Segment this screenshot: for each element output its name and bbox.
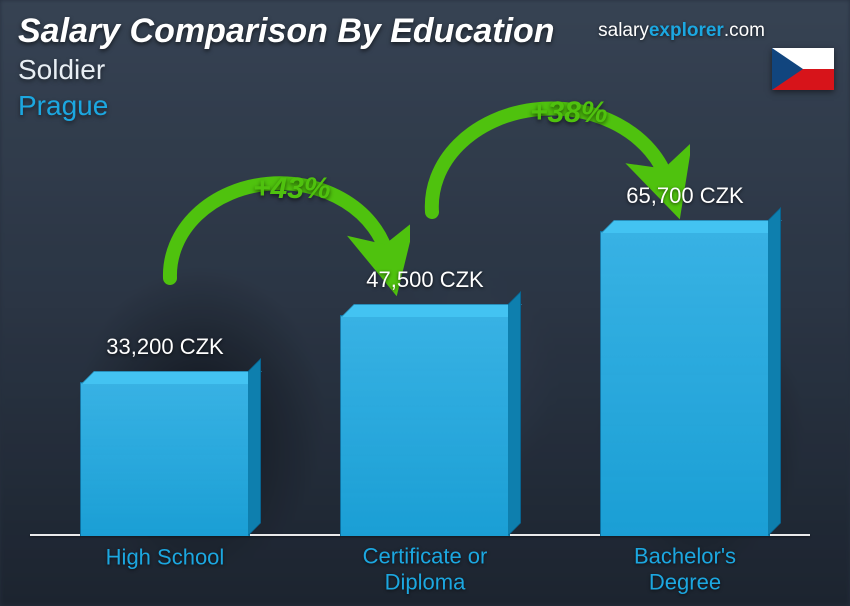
bar-value-1: 47,500 CZK bbox=[366, 267, 483, 293]
brand-suffix: .com bbox=[724, 20, 765, 41]
bar-chart: 33,200 CZK High School 47,500 CZK Certif… bbox=[40, 146, 800, 596]
bar-label-0-line1: High School bbox=[106, 544, 225, 569]
bar-label-2: Bachelor's Degree bbox=[600, 536, 770, 595]
brand-bold: explorer bbox=[649, 20, 724, 41]
bar-label-1: Certificate or Diploma bbox=[340, 536, 510, 595]
chart-title: Salary Comparison By Education bbox=[18, 12, 555, 51]
bar-label-1-line2: Diploma bbox=[385, 569, 466, 594]
chart-subtitle: Soldier bbox=[18, 54, 105, 86]
bar-label-2-line2: Degree bbox=[649, 569, 721, 594]
increase-label-2: +38% bbox=[530, 96, 608, 130]
infographic-container: Salary Comparison By Education Soldier P… bbox=[0, 0, 850, 606]
bar-1 bbox=[340, 315, 510, 536]
flag-icon bbox=[772, 48, 834, 90]
brand-prefix: salary bbox=[598, 20, 649, 41]
bar-label-0: High School bbox=[80, 536, 250, 569]
bar-0 bbox=[80, 382, 250, 536]
bar-2 bbox=[600, 231, 770, 536]
bar-label-2-line1: Bachelor's bbox=[634, 544, 736, 569]
bar-value-2: 65,700 CZK bbox=[626, 183, 743, 209]
chart-location: Prague bbox=[18, 90, 108, 122]
brand-watermark: salaryexplorer.com bbox=[598, 20, 765, 42]
bar-value-0: 33,200 CZK bbox=[106, 334, 223, 360]
bar-label-1-line1: Certificate or bbox=[363, 544, 488, 569]
